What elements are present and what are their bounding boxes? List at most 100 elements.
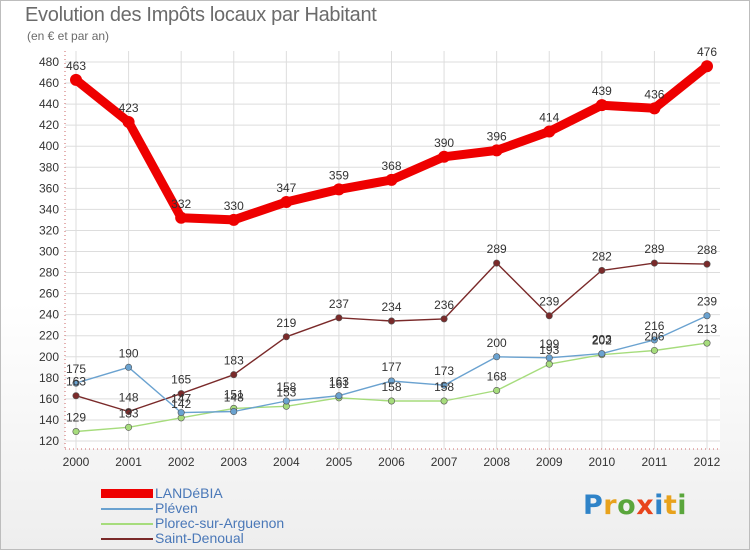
brand-letter: x [636,490,655,521]
data-point [122,116,135,129]
y-tick-label: 340 [39,202,59,216]
data-point [598,350,606,358]
data-point [703,260,711,268]
data-label: 153 [276,385,296,399]
data-label: 239 [697,295,717,309]
data-label: 206 [644,329,664,343]
data-point [280,196,293,209]
y-tick-label: 180 [39,371,59,385]
data-label: 463 [66,59,86,73]
x-tick-label: 2006 [378,455,405,469]
data-point [387,397,395,405]
x-tick-label: 2002 [168,455,195,469]
legend-swatch [101,538,153,540]
data-label: 414 [539,110,559,124]
y-tick-label: 160 [39,392,59,406]
data-point [230,408,238,416]
brand-letter: r [603,490,618,521]
data-point [493,353,501,361]
data-point [545,360,553,368]
y-tick-label: 240 [39,308,59,322]
data-point [595,99,608,112]
data-label: 289 [644,242,664,256]
data-label: 177 [381,360,401,374]
chart-subtitle: (en € et par an) [27,29,110,43]
legend-label: Saint-Denoual [155,530,244,546]
x-tick-label: 2007 [431,455,458,469]
data-point [335,392,343,400]
data-point [282,397,290,405]
data-point [438,150,451,163]
data-point [177,390,185,398]
data-point [125,363,133,371]
y-tick-label: 460 [39,76,59,90]
data-label: 158 [381,380,401,394]
data-label: 173 [434,364,454,378]
data-label: 202 [592,334,612,348]
data-label: 199 [539,337,559,351]
x-tick-label: 2001 [115,455,142,469]
brand-letter: t [663,490,678,521]
data-point [387,377,395,385]
data-label: 239 [539,295,559,309]
data-label: 332 [171,197,191,211]
data-label: 330 [224,199,244,213]
data-point [490,144,503,157]
data-point [543,125,556,138]
y-tick-label: 360 [39,181,59,195]
legend-swatch [101,508,153,510]
data-point [175,211,188,224]
data-label: 216 [644,319,664,333]
data-point [177,409,185,417]
data-point [440,315,448,323]
series-points [70,60,713,436]
data-label: 129 [66,411,86,425]
y-tick-label: 420 [39,118,59,132]
data-point [335,314,343,322]
data-label: 163 [329,375,349,389]
tick-labels: 120 140 160 180 200 220 240 260 280 300 320 340 360 3… [39,55,721,469]
legend-label: LANDéBIA [155,485,223,501]
data-label: 359 [329,168,349,182]
data-label: 158 [276,380,296,394]
data-label: 203 [592,333,612,347]
legend-swatch [101,489,153,498]
data-point [387,317,395,325]
data-labels: 163 148 165 183 219 237 234 236 289 239 282 289 288 1… [66,45,717,424]
data-point [385,173,398,186]
x-tick-label: 2005 [326,455,353,469]
data-label: 439 [592,84,612,98]
brand-logo: Proxiti [583,490,687,521]
brand-letter: i [654,490,664,521]
chart-title: Evolution des Impôts locaux par Habitant [25,4,377,26]
data-point [227,213,240,226]
y-tick-label: 140 [39,413,59,427]
x-tick-label: 2000 [63,455,90,469]
y-tick-label: 480 [39,55,59,69]
data-point [650,346,658,354]
data-label: 436 [644,87,664,101]
y-tick-label: 280 [39,266,59,280]
data-label: 161 [329,377,349,391]
data-label: 158 [434,380,454,394]
data-point [493,259,501,267]
data-label: 200 [487,336,507,350]
data-label: 282 [592,249,612,263]
data-label: 151 [224,387,244,401]
data-label: 390 [434,136,454,150]
data-point [125,408,133,416]
data-point [72,392,80,400]
data-point [440,397,448,405]
y-tick-label: 400 [39,139,59,153]
data-label: 190 [119,346,139,360]
data-point [598,266,606,274]
x-tick-label: 2003 [220,455,247,469]
data-label: 476 [697,45,717,59]
legend-swatch [101,523,153,525]
data-point [332,183,345,196]
y-tick-label: 440 [39,97,59,111]
data-label: 168 [487,369,507,383]
data-point [650,336,658,344]
data-label: 148 [224,391,244,405]
x-tick-label: 2010 [588,455,615,469]
